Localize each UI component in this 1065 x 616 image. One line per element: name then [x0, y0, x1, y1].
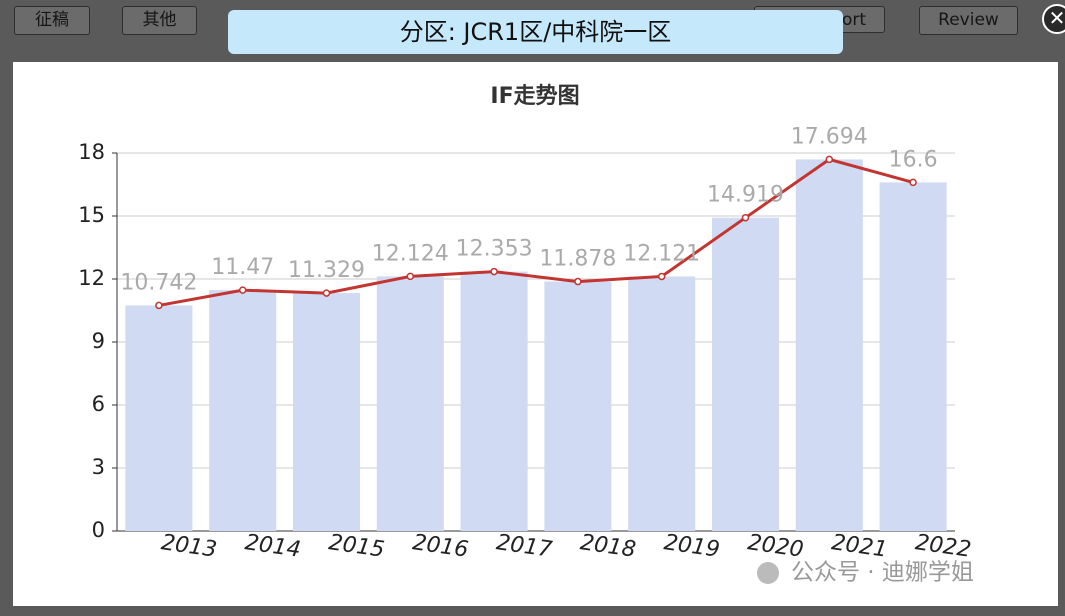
- x-tick-label: 2015: [327, 530, 386, 563]
- y-tick-label: 18: [78, 140, 105, 164]
- y-tick-label: 15: [78, 203, 105, 227]
- bar: [795, 159, 863, 531]
- x-tick-label: 2022: [914, 530, 973, 563]
- x-tick-label: 2021: [830, 530, 889, 563]
- chart-title: IF走势图: [490, 83, 579, 109]
- bar: [460, 271, 528, 531]
- button[interactable]: Review: [919, 6, 1018, 35]
- bar: [628, 276, 696, 531]
- data-label: 14.919: [707, 183, 784, 208]
- y-tick-label: 6: [92, 392, 105, 416]
- bar: [125, 305, 193, 531]
- y-tick-label: 9: [92, 329, 105, 353]
- wechat-icon: [757, 562, 779, 584]
- bar: [544, 281, 612, 531]
- data-label: 11.47: [211, 255, 274, 280]
- data-label: 12.353: [456, 237, 533, 262]
- data-label: 10.742: [120, 270, 197, 295]
- data-label: 11.329: [288, 258, 365, 283]
- close-button[interactable]: ✕: [1042, 4, 1065, 34]
- bar: [711, 217, 780, 532]
- y-tick-label: 12: [78, 266, 105, 290]
- x-tick-label: 2017: [495, 530, 554, 563]
- x-tick-label: 2018: [579, 530, 638, 563]
- point: [574, 277, 582, 286]
- y-tick-label: 3: [92, 455, 105, 479]
- watermark: 公众号 · 迪娜学姐: [791, 560, 974, 586]
- x-tick-label: 2016: [411, 530, 470, 563]
- point: [909, 178, 917, 187]
- modal: IF走势图 公众号 · 迪娜学姐 0 3 6 9 12 15 18 2013 2014 2015 2…: [13, 62, 1058, 606]
- data-label: 17.694: [791, 124, 868, 149]
- point: [155, 301, 163, 310]
- x-tick-label: 2020: [746, 530, 805, 563]
- x-tick-label: 2019: [662, 530, 721, 563]
- y-tick-label: 0: [92, 518, 105, 542]
- point: [825, 155, 834, 164]
- bar: [376, 276, 444, 531]
- point: [238, 286, 247, 294]
- bar: [209, 290, 277, 531]
- button[interactable]: 其他: [122, 6, 197, 35]
- point: [406, 272, 415, 281]
- point: [322, 289, 331, 297]
- point: [490, 267, 498, 276]
- bar: [292, 293, 361, 531]
- button[interactable]: 征稿: [14, 6, 90, 35]
- data-label: 12.121: [623, 241, 700, 266]
- line: [158, 157, 914, 307]
- popup-label: 分区: JCR1区/中科院一区: [228, 10, 843, 54]
- data-label: 16.6: [889, 147, 938, 172]
- point: [657, 272, 666, 281]
- x-tick-label: 2013: [160, 530, 219, 563]
- data-label: 12.124: [372, 241, 449, 266]
- data-label: 11.878: [539, 247, 616, 272]
- point: [741, 213, 750, 222]
- bar: [879, 182, 947, 531]
- chart: IF走势图 公众号 · 迪娜学姐 0 3 6 9 12 15 18 2013 2014 2015 2…: [78, 83, 974, 586]
- x-tick-label: 2014: [243, 530, 302, 563]
